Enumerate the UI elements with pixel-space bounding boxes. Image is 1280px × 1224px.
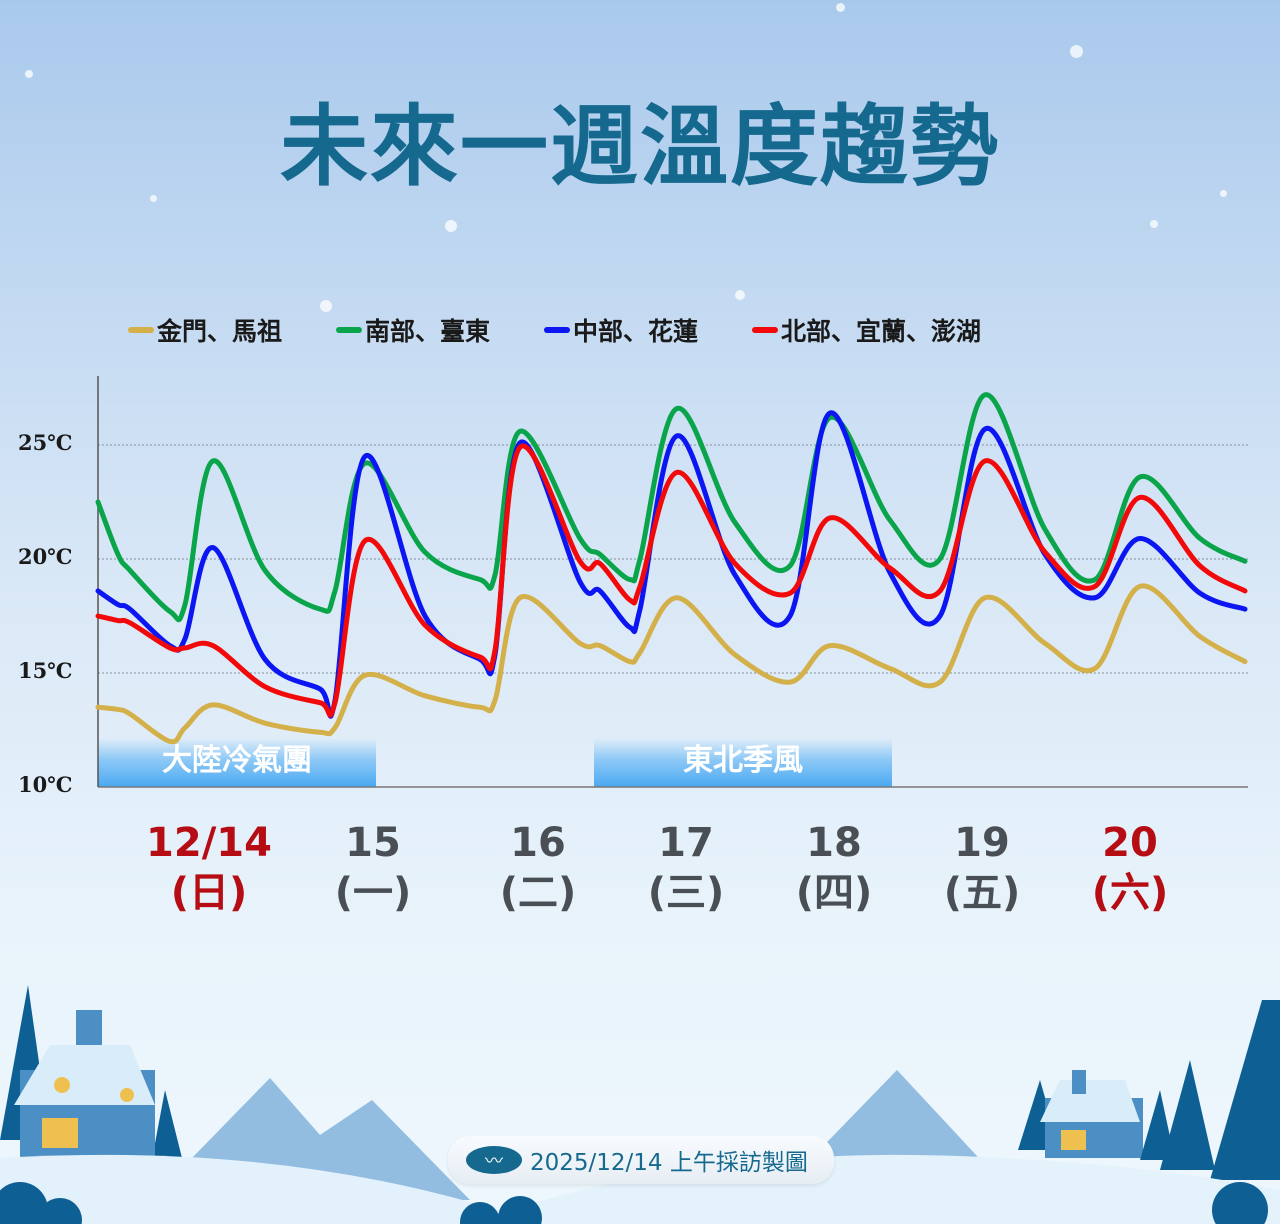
series-line (95, 443, 1248, 718)
snowflake (150, 195, 157, 202)
y-tick-15: 15℃ (18, 658, 73, 683)
day-weekday: (三) (647, 870, 725, 916)
legend-swatch-red (752, 327, 779, 333)
y-tick-10: 10℃ (18, 772, 73, 797)
snowflake (445, 220, 457, 232)
legend-item-north-yilan-penghu: 北部、宜蘭、澎湖 (752, 312, 981, 348)
legend-swatch-gold (128, 327, 154, 333)
tree (1140, 1090, 1175, 1160)
chart-legend: 金門、馬祖 南部、臺東 中部、花蓮 北部、宜蘭、澎湖 (128, 312, 981, 348)
day-label-4: 18 (四) (754, 818, 914, 918)
legend-label: 金門、馬祖 (157, 317, 283, 346)
tree (150, 1090, 185, 1170)
chimney (76, 1010, 102, 1045)
day-date: 18 (806, 820, 862, 866)
series-line (95, 392, 1248, 623)
legend-item-south-taitung: 南部、臺東 (336, 312, 490, 348)
day-weekday: (五) (943, 870, 1021, 916)
series-lines (95, 392, 1248, 745)
mountain-right (800, 1070, 990, 1170)
annotation-band-northeast-monsoon: 東北季風 (594, 738, 892, 787)
bush (0, 1182, 48, 1224)
day-weekday: (四) (795, 870, 873, 916)
series-line (95, 583, 1248, 745)
bush (460, 1202, 500, 1224)
day-label-0: 12/14 (日) (129, 818, 289, 918)
legend-label: 北部、宜蘭、澎湖 (781, 317, 982, 346)
chimney (1072, 1070, 1086, 1094)
annotation-band-continental-cold-air: 大陸冷氣團 (98, 738, 376, 787)
y-tick-25: 25℃ (18, 430, 73, 455)
house-roof (1040, 1080, 1140, 1122)
legend-swatch-blue (544, 327, 571, 333)
winter-scenery (0, 985, 1280, 1224)
day-weekday: (二) (499, 870, 577, 916)
footer-text: 2025/12/14 上午採訪製圖 (530, 1150, 808, 1176)
house-window-round (120, 1088, 134, 1102)
legend-swatch-green (336, 327, 363, 333)
snowflake (836, 3, 845, 12)
page-title: 未來一週溫度趨勢 (279, 95, 1000, 198)
day-label-3: 17 (三) (606, 818, 766, 918)
day-weekday: (日) (170, 870, 248, 916)
house-window-round (54, 1077, 70, 1093)
house-roof (14, 1045, 155, 1105)
legend-item-central-hualien: 中部、花蓮 (544, 312, 698, 348)
tree (1160, 1060, 1215, 1170)
snowflake (1150, 220, 1158, 228)
snowflake (735, 290, 745, 300)
day-date: 17 (658, 820, 714, 866)
y-tick-20: 20℃ (18, 544, 73, 569)
house-window (1061, 1130, 1086, 1150)
legend-label: 中部、花蓮 (573, 317, 699, 346)
day-date: 16 (510, 820, 566, 866)
house-window (42, 1118, 78, 1148)
cwa-logo-icon: 〰 (466, 1146, 522, 1174)
line-chart (95, 376, 1248, 788)
day-date: 19 (954, 820, 1010, 866)
day-date: 15 (345, 820, 401, 866)
legend-item-kinmen-matsu: 金門、馬祖 (128, 312, 282, 348)
footer-credit: 〰 2025/12/14 上午採訪製圖 (448, 1136, 834, 1184)
day-date: 20 (1102, 820, 1158, 866)
day-label-2: 16 (二) (458, 818, 618, 918)
legend-label: 南部、臺東 (365, 317, 491, 346)
snowflake (1220, 190, 1227, 197)
day-label-5: 19 (五) (902, 818, 1062, 918)
snowflake (320, 300, 332, 312)
bush (498, 1196, 542, 1224)
day-label-1: 15 (一) (293, 818, 453, 918)
day-label-6: 20 (六) (1050, 818, 1210, 918)
day-date: 12/14 (146, 820, 272, 866)
snowflake (1070, 45, 1083, 58)
day-weekday: (一) (334, 870, 412, 916)
bush (38, 1198, 82, 1224)
bush (1212, 1182, 1268, 1224)
tree (1210, 1000, 1280, 1180)
day-weekday: (六) (1091, 870, 1169, 916)
series-line (95, 410, 1248, 719)
snow-hill (0, 1154, 540, 1224)
snowflake (25, 70, 33, 78)
